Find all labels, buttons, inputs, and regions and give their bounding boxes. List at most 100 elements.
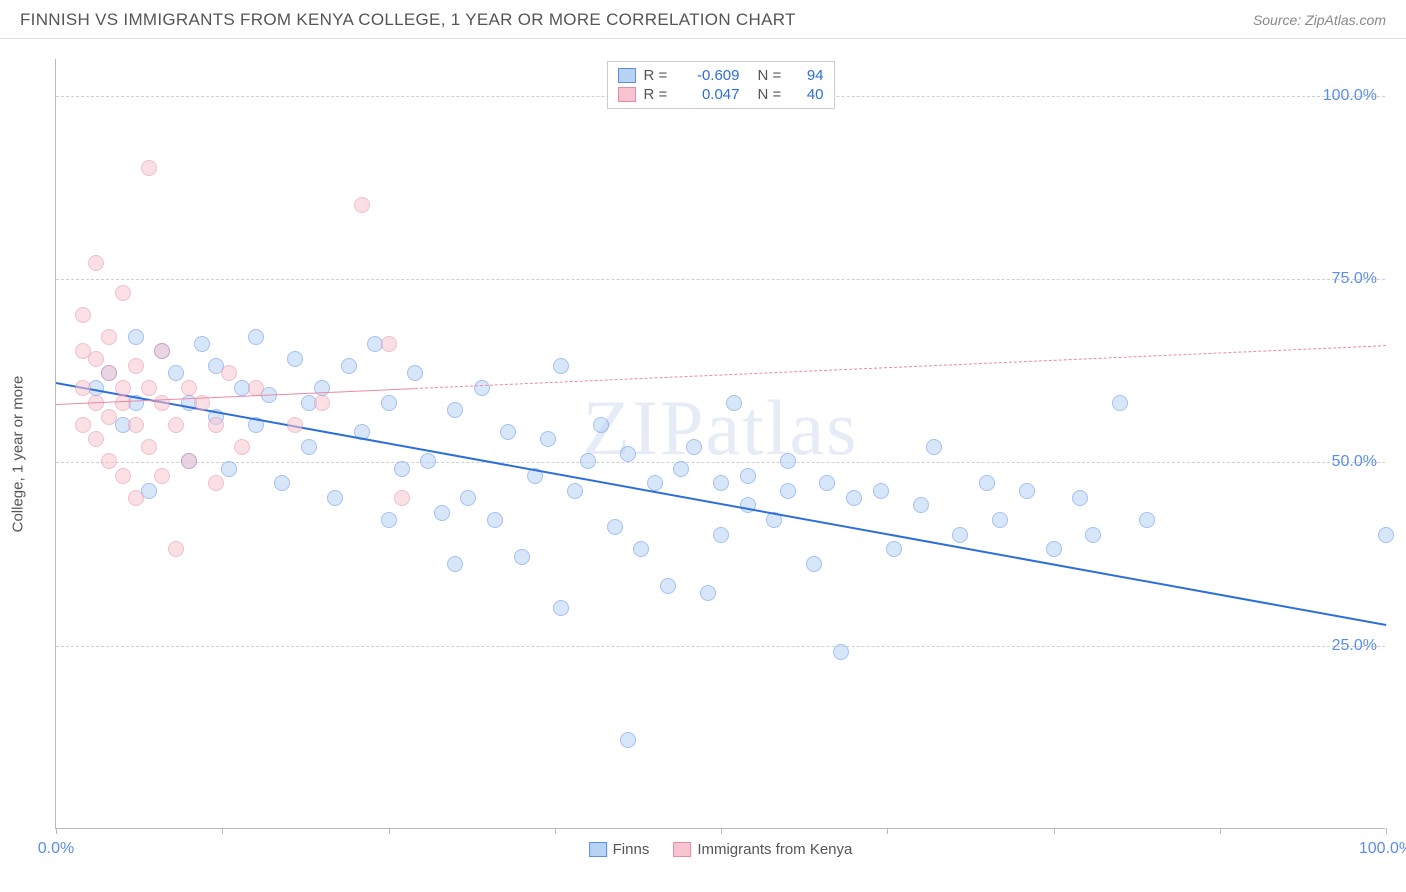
scatter-point [1046, 541, 1062, 557]
scatter-point [833, 644, 849, 660]
scatter-point [101, 453, 117, 469]
scatter-point [434, 505, 450, 521]
scatter-point [101, 365, 117, 381]
gridline [56, 646, 1385, 647]
scatter-point [141, 160, 157, 176]
legend-swatch [618, 68, 636, 83]
scatter-point [327, 490, 343, 506]
scatter-point [420, 453, 436, 469]
scatter-point [460, 490, 476, 506]
scatter-point [154, 395, 170, 411]
scatter-point [514, 549, 530, 565]
x-tick [389, 828, 390, 834]
scatter-point [607, 519, 623, 535]
chart-container: College, 1 year or more ZIPatlas 25.0%50… [0, 39, 1406, 869]
scatter-point [101, 329, 117, 345]
scatter-point [221, 365, 237, 381]
scatter-point [1085, 527, 1101, 543]
x-tick-label: 100.0% [1359, 840, 1406, 858]
x-tick [555, 828, 556, 834]
stat-r-value: -0.609 [680, 67, 740, 84]
scatter-point [780, 483, 796, 499]
scatter-point [75, 417, 91, 433]
scatter-point [1112, 395, 1128, 411]
stat-n-label: N = [758, 86, 786, 103]
scatter-point [274, 475, 290, 491]
scatter-point [287, 351, 303, 367]
legend-swatch [618, 87, 636, 102]
scatter-point [394, 461, 410, 477]
scatter-point [846, 490, 862, 506]
scatter-point [740, 468, 756, 484]
x-tick [1054, 828, 1055, 834]
scatter-point [952, 527, 968, 543]
scatter-point [354, 197, 370, 213]
y-tick-label: 50.0% [1332, 453, 1377, 471]
scatter-point [686, 439, 702, 455]
scatter-point [248, 380, 264, 396]
legend-swatch [589, 842, 607, 857]
scatter-point [407, 365, 423, 381]
x-tick [1220, 828, 1221, 834]
scatter-point [1019, 483, 1035, 499]
scatter-point [580, 453, 596, 469]
scatter-point [992, 512, 1008, 528]
x-tick-label: 0.0% [38, 840, 74, 858]
gridline [56, 462, 1385, 463]
chart-source: Source: ZipAtlas.com [1253, 12, 1386, 28]
scatter-point [381, 336, 397, 352]
legend-stats-row: R =0.047N =40 [618, 85, 824, 104]
scatter-point [168, 417, 184, 433]
scatter-point [154, 343, 170, 359]
stat-r-label: R = [644, 86, 672, 103]
legend-stats: R =-0.609N =94R =0.047N =40 [607, 61, 835, 109]
scatter-point [567, 483, 583, 499]
gridline [56, 279, 1385, 280]
legend-label: Immigrants from Kenya [697, 841, 852, 858]
scatter-point [141, 380, 157, 396]
trend-line [56, 382, 1386, 626]
stat-n-value: 40 [794, 86, 824, 103]
scatter-point [101, 409, 117, 425]
scatter-point [713, 475, 729, 491]
scatter-point [540, 431, 556, 447]
scatter-point [660, 578, 676, 594]
scatter-point [208, 417, 224, 433]
scatter-point [128, 329, 144, 345]
stat-r-label: R = [644, 67, 672, 84]
scatter-point [926, 439, 942, 455]
scatter-point [1139, 512, 1155, 528]
scatter-point [168, 365, 184, 381]
x-tick [222, 828, 223, 834]
stat-n-label: N = [758, 67, 786, 84]
scatter-point [979, 475, 995, 491]
x-tick [1386, 828, 1387, 834]
scatter-point [620, 732, 636, 748]
scatter-point [780, 453, 796, 469]
scatter-point [873, 483, 889, 499]
y-tick-label: 25.0% [1332, 637, 1377, 655]
scatter-point [221, 461, 237, 477]
scatter-point [141, 439, 157, 455]
legend-label: Finns [613, 841, 650, 858]
scatter-point [726, 395, 742, 411]
scatter-point [301, 439, 317, 455]
scatter-point [287, 417, 303, 433]
scatter-point [248, 329, 264, 345]
chart-header: FINNISH VS IMMIGRANTS FROM KENYA COLLEGE… [0, 0, 1406, 39]
y-axis-label: College, 1 year or more [10, 376, 27, 533]
y-tick-label: 75.0% [1332, 270, 1377, 288]
scatter-point [447, 402, 463, 418]
scatter-point [500, 424, 516, 440]
scatter-point [553, 600, 569, 616]
scatter-point [713, 527, 729, 543]
scatter-point [553, 358, 569, 374]
scatter-point [88, 431, 104, 447]
scatter-point [115, 380, 131, 396]
scatter-point [913, 497, 929, 513]
x-tick [887, 828, 888, 834]
scatter-point [1072, 490, 1088, 506]
scatter-point [886, 541, 902, 557]
scatter-point [194, 336, 210, 352]
scatter-point [234, 439, 250, 455]
